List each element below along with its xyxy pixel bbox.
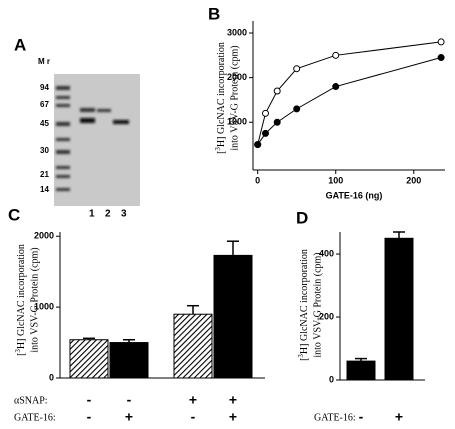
lane-label: 1 (89, 209, 95, 220)
y-axis-label-part: [ (216, 151, 227, 154)
panel-label: B (208, 4, 220, 23)
y-axis-label-part: H] GlcNAC incorporation (299, 249, 310, 354)
point (273, 118, 281, 126)
point (437, 54, 445, 62)
x-axis-label: GATE-16 (ng) (326, 190, 383, 200)
lane-label: 2 (105, 209, 111, 220)
point (332, 51, 340, 59)
bar (173, 313, 213, 379)
y-axis-label-part: [ (299, 358, 310, 361)
marker-label: 14 (40, 185, 49, 194)
point (261, 129, 269, 137)
point (293, 105, 301, 113)
y-axis-label-sup: 3 (14, 349, 22, 353)
y-tick-label: 200 (319, 311, 334, 321)
condition-sign: - (191, 409, 196, 425)
y-axis-label-part: H] GlcNAC incorporation (16, 244, 27, 349)
y-tick-label: 400 (319, 248, 334, 258)
condition-label: GATE-16: (14, 412, 56, 423)
condition-sign: + (125, 409, 133, 425)
panel-label: D (296, 208, 308, 227)
bar (346, 360, 376, 381)
point (261, 109, 269, 117)
condition-label: GATE-16: (314, 412, 356, 423)
y-tick-label: 1000 (34, 302, 54, 312)
marker-label: 67 (40, 100, 49, 109)
x-tick-label: 200 (406, 175, 421, 185)
y-axis-label: into VSV-G Protein (cpm) (312, 252, 323, 357)
marker-label: 94 (40, 83, 49, 92)
point (332, 83, 340, 91)
y-axis-label: into VSV-G Protein (cpm) (229, 45, 240, 150)
condition-sign: + (229, 392, 237, 408)
marker-label: 45 (40, 119, 49, 128)
x-tick-label: 100 (328, 175, 343, 185)
gel (54, 74, 140, 206)
y-axis-label-part: [ (16, 353, 27, 356)
y-tick-label: 0 (49, 372, 54, 382)
bar (69, 339, 109, 379)
y-axis-label: [3H] GlcNAC incorporation (14, 244, 28, 356)
y-tick-label: 2000 (227, 72, 247, 82)
condition-sign: - (87, 409, 92, 425)
bar (384, 237, 414, 381)
panel-label: C (8, 205, 20, 224)
y-axis-label: [3H] GlcNAC incorporation (297, 249, 311, 361)
condition-sign: - (87, 392, 92, 408)
y-tick-label: 0 (329, 374, 334, 384)
condition-sign: - (359, 409, 364, 425)
bar (109, 342, 149, 379)
y-axis-label-part: H] GlcNAC incorporation (216, 42, 227, 147)
point (273, 87, 281, 95)
condition-sign: + (189, 392, 197, 408)
line (257, 57, 442, 145)
bar (213, 254, 253, 379)
y-axis-label-sup: 3 (297, 354, 305, 358)
y-axis-label: into VSV-G Protein (cpm) (29, 247, 40, 352)
y-tick-label: 2000 (34, 231, 54, 241)
point (437, 38, 445, 46)
marker-label: 30 (40, 146, 49, 155)
mr-label: M r (38, 57, 50, 66)
y-tick-label: 3000 (227, 27, 247, 37)
condition-sign: + (395, 409, 403, 425)
condition-sign: + (229, 409, 237, 425)
condition-sign: - (127, 392, 132, 408)
point (254, 141, 262, 149)
point (293, 65, 301, 73)
marker-label: 21 (40, 170, 49, 179)
y-axis-label-sup: 3 (214, 147, 222, 151)
lane-label: 3 (121, 209, 127, 220)
y-axis-label: [3H] GlcNAC incorporation (214, 42, 228, 154)
x-tick-label: 0 (255, 175, 260, 185)
condition-label: αSNAP: (14, 395, 48, 406)
panel-label: A (14, 35, 26, 54)
line (257, 41, 442, 145)
y-tick-label: 1000 (227, 117, 247, 127)
